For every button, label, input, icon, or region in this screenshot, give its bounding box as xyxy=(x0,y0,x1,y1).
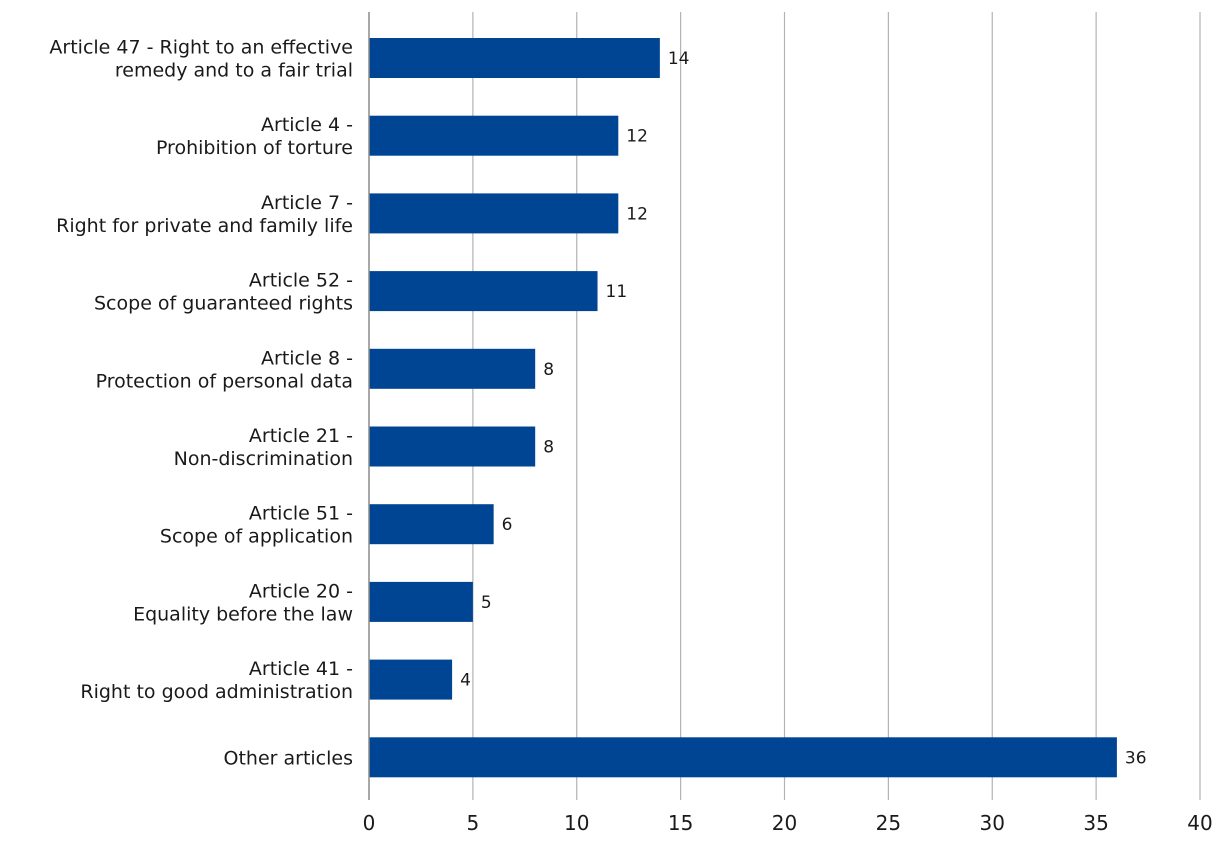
category-label: Article 21 -Non-discrimination xyxy=(174,425,353,470)
bar xyxy=(369,737,1117,778)
x-tick-label: 30 xyxy=(980,811,1005,835)
category-label: Other articles xyxy=(224,747,353,769)
x-tick-label: 20 xyxy=(772,811,797,835)
category-label-line: Article 8 - xyxy=(261,347,353,369)
data-label: 11 xyxy=(606,282,628,302)
category-label: Article 52 -Scope of guaranteed rights xyxy=(94,270,353,315)
category-label-line: remedy and to a fair trial xyxy=(115,60,353,82)
bar xyxy=(369,581,473,622)
category-label-line: Article 20 - xyxy=(249,580,353,602)
category-label: Article 41 -Right to good administration xyxy=(80,658,353,703)
data-label: 8 xyxy=(543,360,554,380)
data-label: 6 xyxy=(502,515,513,535)
data-label: 4 xyxy=(460,671,471,691)
data-label: 14 xyxy=(668,49,690,69)
x-tick-label: 35 xyxy=(1083,811,1108,835)
bar xyxy=(369,193,619,234)
data-label: 8 xyxy=(543,438,554,458)
bars xyxy=(369,38,1117,778)
category-labels: Article 47 - Right to an effectiveremedy… xyxy=(49,37,353,770)
bar xyxy=(369,426,536,467)
x-tick-label: 0 xyxy=(363,811,376,835)
category-label-line: Equality before the law xyxy=(133,603,353,625)
category-label-line: Prohibition of torture xyxy=(156,137,353,159)
x-axis-ticks: 0 5 10 15 20 25 30 35 40 xyxy=(363,811,1213,835)
x-tick-label: 10 xyxy=(564,811,589,835)
category-label-line: Article 4 - xyxy=(261,114,353,136)
category-label-line: Article 47 - Right to an effective xyxy=(49,37,353,59)
category-label-line: Other articles xyxy=(224,747,353,769)
category-label-line: Scope of application xyxy=(160,526,353,548)
category-label-line: Article 7 - xyxy=(261,192,353,214)
category-label: Article 8 -Protection of personal data xyxy=(96,347,353,392)
x-tick-label: 5 xyxy=(467,811,480,835)
category-label-line: Article 52 - xyxy=(249,270,353,292)
category-label-line: Scope of guaranteed rights xyxy=(94,293,353,315)
bar xyxy=(369,348,536,389)
data-labels: 14 12 12 11 8 8 6 5 4 36 xyxy=(460,49,1146,768)
data-label: 12 xyxy=(626,204,648,224)
category-label-line: Non-discrimination xyxy=(174,448,353,470)
bar xyxy=(369,504,494,545)
category-label-line: Protection of personal data xyxy=(96,370,353,392)
category-label-line: Right for private and family life xyxy=(56,215,353,237)
category-label-line: Article 41 - xyxy=(249,658,353,680)
category-label: Article 51 -Scope of application xyxy=(160,503,353,548)
bar xyxy=(369,38,660,78)
bar xyxy=(369,659,453,700)
category-label: Article 47 - Right to an effectiveremedy… xyxy=(49,37,353,82)
data-label: 12 xyxy=(626,127,648,147)
data-label: 5 xyxy=(481,593,492,613)
category-label-line: Article 51 - xyxy=(249,503,353,525)
category-label: Article 20 -Equality before the law xyxy=(133,580,353,625)
category-label: Article 7 -Right for private and family … xyxy=(56,192,353,237)
category-label: Article 4 -Prohibition of torture xyxy=(156,114,353,159)
category-label-line: Right to good administration xyxy=(80,681,353,703)
data-label: 36 xyxy=(1125,748,1147,768)
x-tick-label: 40 xyxy=(1187,811,1212,835)
bar xyxy=(369,115,619,156)
bar xyxy=(369,271,598,312)
x-tick-label: 15 xyxy=(668,811,693,835)
category-label-line: Article 21 - xyxy=(249,425,353,447)
x-tick-label: 25 xyxy=(876,811,901,835)
